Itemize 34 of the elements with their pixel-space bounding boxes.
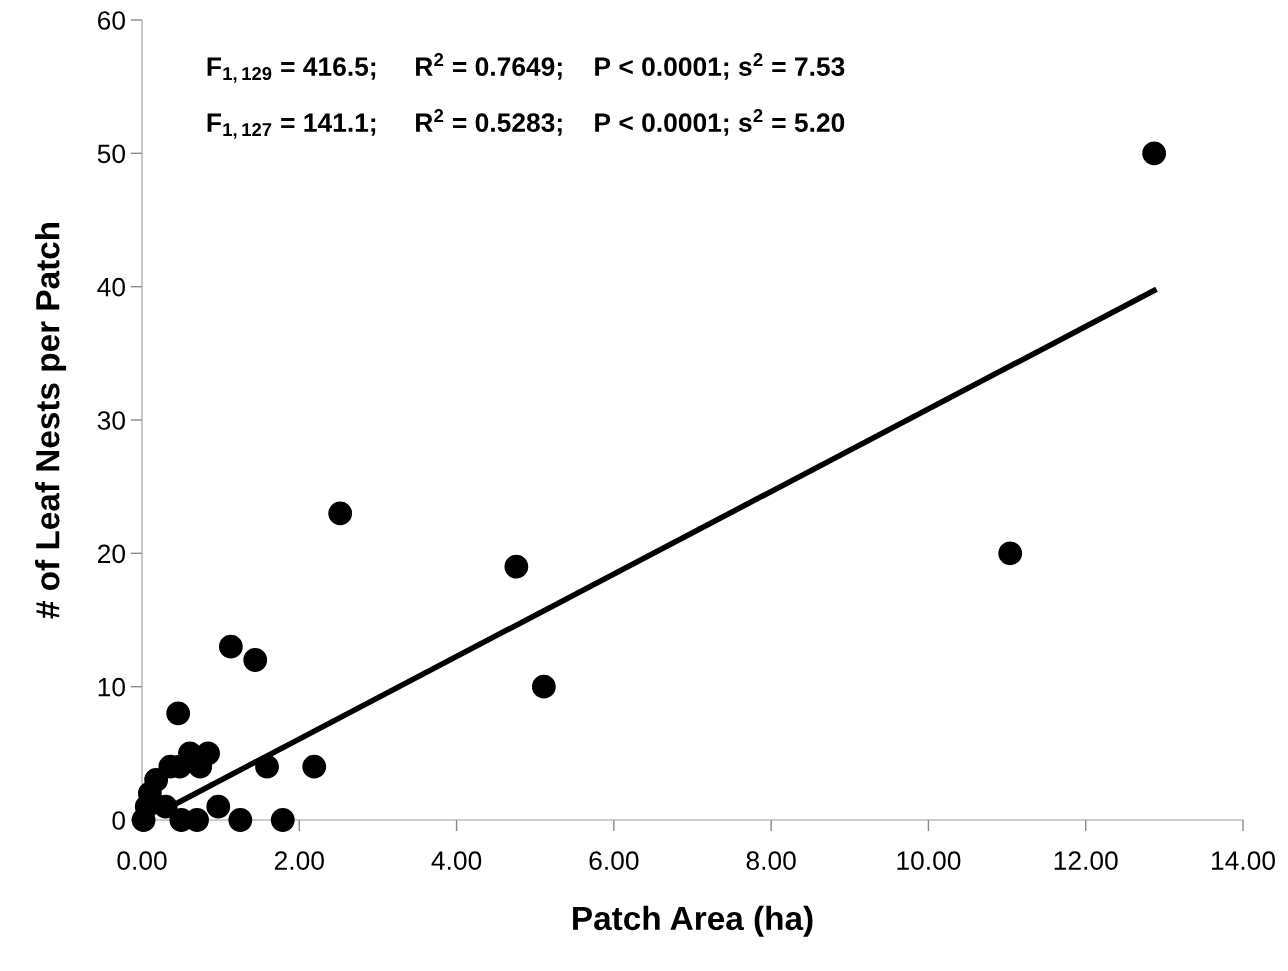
point	[504, 554, 529, 579]
point	[218, 634, 243, 659]
y-tick-label: 30	[97, 411, 125, 430]
y-tick-label: 10	[98, 677, 125, 697]
y-tick-label: 20	[98, 544, 125, 564]
y-axis-title: # of Leaf Nests per Patch	[35, 222, 67, 619]
y-tick-label: 60	[98, 11, 125, 30]
point	[153, 794, 178, 819]
point	[1142, 141, 1167, 166]
y-tick-label: 40	[97, 277, 125, 297]
point	[228, 808, 253, 832]
point	[270, 808, 295, 832]
annotation: F$_{1,127}$ = 141.1; R$^{2}$ = 0.5283; P < 0.0001; s$^{2}$ = 5.20	[207, 109, 845, 139]
point	[243, 648, 268, 672]
x-tick-label: 12.00	[1054, 851, 1118, 870]
point	[255, 754, 279, 779]
x-tick-label: 0.00	[117, 851, 167, 870]
y-tick-label: 0	[112, 811, 125, 830]
point	[302, 754, 327, 779]
x-tick-label: 4.00	[431, 851, 482, 870]
point	[131, 808, 156, 832]
point	[206, 794, 231, 819]
annotation: F$_{1,129}$ = 416.5; R$^{2}$ = 0.7649; P < 0.0001; s$^{2}$ = 7.53	[207, 53, 845, 83]
y-tick-label: 50	[97, 144, 125, 164]
x-tick-label: 6.00	[589, 851, 639, 870]
x-tick-label: 10.00	[897, 851, 961, 870]
point	[166, 701, 191, 726]
x-tick-label: 2.00	[274, 851, 324, 870]
point	[328, 501, 353, 526]
x-axis-title: Patch Area (ha)	[573, 905, 813, 937]
point	[531, 674, 556, 699]
x-tick-label: 14.00	[1212, 851, 1275, 870]
point	[998, 541, 1023, 566]
x-tick-label: 8.00	[746, 851, 796, 870]
